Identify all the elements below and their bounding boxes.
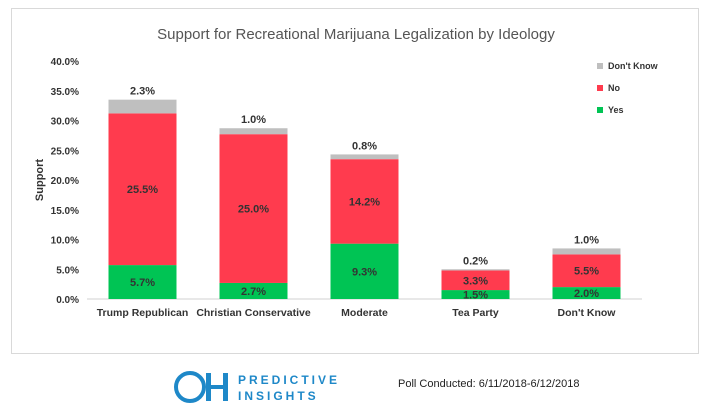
bar-no-segment — [330, 159, 399, 244]
legend-swatch — [597, 107, 603, 113]
y-tick-label: 15.0% — [51, 206, 79, 217]
y-tick-label: 40.0% — [51, 57, 79, 68]
bar-yes-segment — [219, 282, 288, 299]
y-tick-label: 20.0% — [51, 176, 79, 187]
chart-frame: Support for Recreational Marijuana Legal… — [11, 8, 699, 354]
logo-h-bar — [206, 385, 228, 389]
legend-swatch — [597, 85, 603, 91]
x-tick-label: Don't Know — [558, 307, 617, 319]
bar-no-segment — [441, 270, 510, 291]
bar-don-t-know-segment — [108, 99, 177, 114]
bar-yes-segment — [330, 243, 399, 299]
data-label: 1.0% — [241, 114, 266, 126]
bar-don-t-know-segment — [219, 128, 288, 135]
legend-label: Yes — [608, 105, 624, 115]
data-label: 2.0% — [574, 288, 599, 300]
legend-label: Don't Know — [608, 61, 659, 71]
y-tick-label: 5.0% — [56, 265, 79, 276]
legend-label: No — [608, 83, 620, 93]
data-label: 5.7% — [130, 277, 155, 289]
y-axis-label: Support — [34, 159, 46, 201]
data-label: 1.5% — [463, 290, 488, 302]
data-label: 0.2% — [463, 255, 488, 267]
logo-o-shape — [174, 371, 206, 403]
data-label: 2.7% — [241, 286, 266, 298]
data-label: 3.3% — [463, 275, 488, 287]
x-tick-label: Moderate — [341, 307, 388, 319]
data-label: 0.8% — [352, 140, 377, 152]
y-tick-label: 35.0% — [51, 87, 79, 98]
data-label: 25.5% — [127, 184, 158, 196]
bar-no-segment — [108, 113, 177, 266]
bar-yes-segment — [108, 265, 177, 299]
logo-word-predictive: PREDICTIVE — [238, 373, 340, 387]
data-label: 1.0% — [574, 234, 599, 246]
x-tick-label: Christian Conservative — [196, 307, 311, 319]
bar-yes-segment — [552, 287, 621, 299]
bar-don-t-know-segment — [552, 248, 621, 255]
stacked-bar-chart: Support for Recreational Marijuana Legal… — [34, 26, 659, 319]
x-tick-label: Trump Republican — [97, 307, 189, 319]
x-tick-label: Tea Party — [452, 307, 499, 319]
poll-date-text: Poll Conducted: 6/11/2018-6/12/2018 — [398, 378, 580, 390]
y-tick-label: 10.0% — [51, 236, 79, 247]
data-label: 2.3% — [130, 86, 155, 98]
bar-yes-segment — [441, 290, 510, 299]
legend-swatch — [597, 63, 603, 69]
bar-don-t-know-segment — [441, 269, 510, 271]
data-label: 5.5% — [574, 266, 599, 278]
y-tick-label: 0.0% — [56, 295, 79, 306]
logo-word-insights: INSIGHTS — [238, 389, 319, 403]
data-label: 25.0% — [238, 204, 269, 216]
predictive-insights-logo: PREDICTIVE INSIGHTS — [172, 369, 342, 405]
oh-logo-mark: PREDICTIVE INSIGHTS — [174, 371, 340, 403]
y-tick-label: 25.0% — [51, 146, 79, 157]
data-label: 14.2% — [349, 196, 380, 208]
bar-no-segment — [219, 134, 288, 283]
chart-title: Support for Recreational Marijuana Legal… — [157, 26, 555, 43]
data-label: 9.3% — [352, 266, 377, 278]
bar-no-segment — [552, 254, 621, 288]
y-tick-label: 30.0% — [51, 117, 79, 128]
bar-don-t-know-segment — [330, 154, 399, 160]
